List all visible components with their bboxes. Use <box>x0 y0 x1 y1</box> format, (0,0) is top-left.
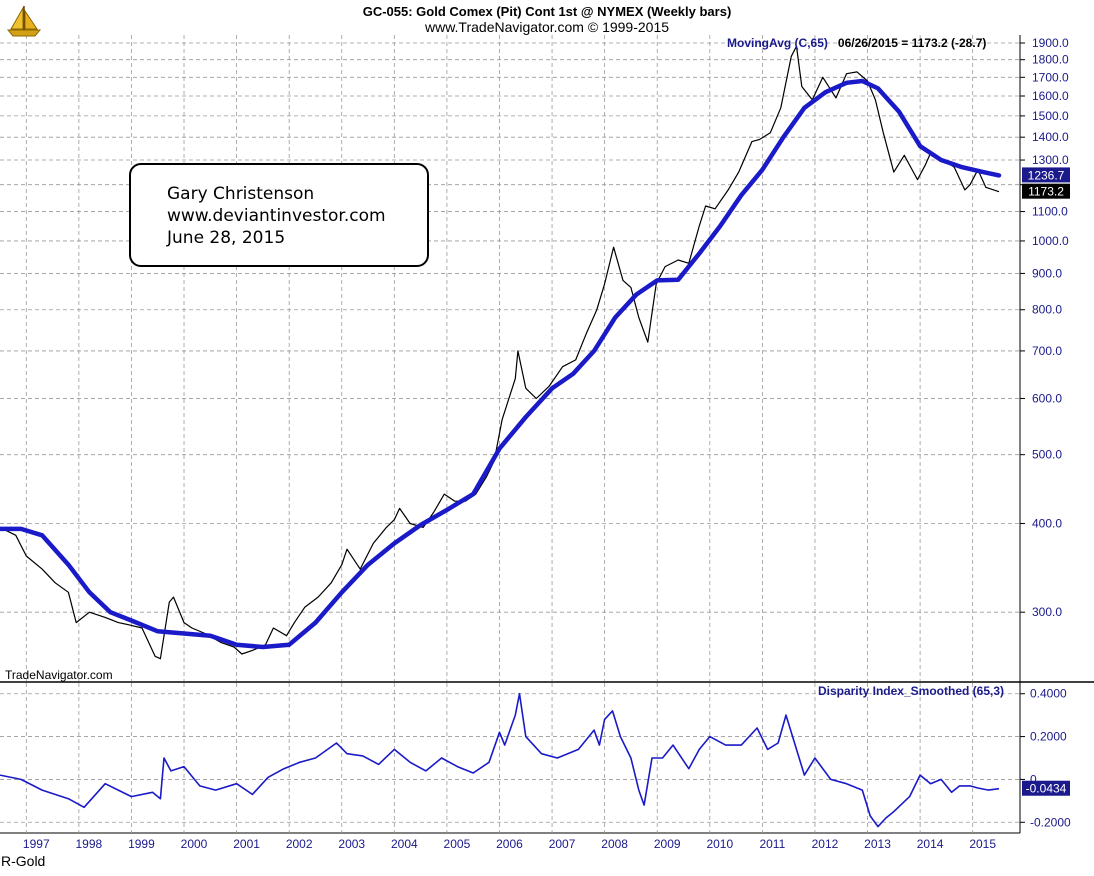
disparity-index-line <box>0 692 1000 828</box>
indicator-y-tick-label: 0.2000 <box>1030 730 1067 744</box>
indicator-y-tick-label: 0.4000 <box>1030 687 1067 701</box>
price-y-tick-label: 600.0 <box>1032 391 1062 405</box>
author-name: Gary Christenson <box>167 184 315 204</box>
x-tick-label: 2004 <box>391 837 418 851</box>
price-legend: MovingAvg (C,65) 06/26/2015 = 1173.2 (-28… <box>727 36 986 50</box>
x-tick-label: 1998 <box>76 837 103 851</box>
panel-frames <box>0 35 1094 834</box>
x-tick-label: 2012 <box>812 837 839 851</box>
price-legend-readout: 06/26/2015 = 1173.2 (-28.7) <box>838 36 986 50</box>
axis-labels: 1997 1998 1999 2000 2001 2002 2003 2004 2005 2006… <box>23 36 1071 851</box>
price-y-tick-label: 1300.0 <box>1032 153 1069 167</box>
price-y-tick-label: 300.0 <box>1032 605 1062 619</box>
sailboat-logo-icon <box>6 6 42 37</box>
author-website: www.deviantinvestor.com <box>167 206 386 226</box>
series <box>0 45 1002 828</box>
author-annotation-box: Gary Christenson www.deviantinvestor.com… <box>129 163 429 267</box>
moving-average-last-tag-bg <box>1022 167 1070 183</box>
price-y-tick-label: 800.0 <box>1032 303 1062 317</box>
x-tick-label: 2005 <box>444 837 471 851</box>
footer-label: R-Gold <box>1 853 46 869</box>
indicator-last-tag: -0.0434 <box>1026 782 1067 796</box>
x-tick-label: 2002 <box>286 837 313 851</box>
axes <box>1020 42 1025 823</box>
x-tick-label: 2009 <box>654 837 681 851</box>
x-tick-label: 2010 <box>706 837 733 851</box>
moving-average-line <box>0 78 1002 650</box>
price-y-tick-label: 500.0 <box>1032 448 1062 462</box>
x-tick-label: 2013 <box>864 837 891 851</box>
x-tick-label: 2000 <box>181 837 208 851</box>
x-tick-label: 2014 <box>917 837 944 851</box>
indicator-last-tag-bg <box>1022 780 1070 796</box>
watermark-text: TradeNavigator.com <box>5 668 113 682</box>
x-tick-label: 2007 <box>549 837 576 851</box>
price-y-tick-label: 1000.0 <box>1032 234 1069 248</box>
price-line <box>0 45 1000 660</box>
x-tick-label: 2008 <box>601 837 628 851</box>
price-y-tick-label: 1500.0 <box>1032 109 1069 123</box>
price-y-tick-label: 1100.0 <box>1032 205 1068 219</box>
price-y-tick-label: 1600.0 <box>1032 89 1069 103</box>
price-y-tick-label: 1400.0 <box>1032 130 1069 144</box>
price-y-tick-label: 1800.0 <box>1032 53 1069 67</box>
price-legend-name: MovingAvg (C,65) <box>727 36 828 50</box>
price-y-tick-label: 1700.0 <box>1032 70 1069 84</box>
x-tick-label: 1999 <box>128 837 155 851</box>
x-tick-label: 1997 <box>23 837 50 851</box>
chart-subtitle: www.TradeNavigator.com © 1999-2015 <box>424 19 670 35</box>
x-tick-label: 2006 <box>496 837 523 851</box>
x-tick-label: 2011 <box>759 837 785 851</box>
grid <box>0 35 1020 833</box>
x-tick-label: 2003 <box>338 837 365 851</box>
chart-title: GC-055: Gold Comex (Pit) Cont 1st @ NYME… <box>362 4 732 19</box>
indicator-y-tick-label: 0 <box>1030 772 1037 786</box>
price-y-tick-label: 1900.0 <box>1032 36 1069 50</box>
x-tick-label: 2001 <box>233 837 260 851</box>
moving-average-last-tag: 1236.7 <box>1028 168 1065 182</box>
price-y-tick-label: 900.0 <box>1032 266 1062 280</box>
price-last-tag: 1173.2 <box>1028 185 1064 199</box>
price-y-tick-label: 700.0 <box>1032 344 1062 358</box>
price-last-tag-bg <box>1022 183 1070 199</box>
annotation-date: June 28, 2015 <box>167 228 286 248</box>
indicator-legend: Disparity Index_Smoothed (65,3) <box>818 684 1004 698</box>
price-y-tick-label: 400.0 <box>1032 516 1062 530</box>
x-tick-label: 2015 <box>969 837 996 851</box>
indicator-y-tick-label: -0.2000 <box>1030 815 1071 829</box>
